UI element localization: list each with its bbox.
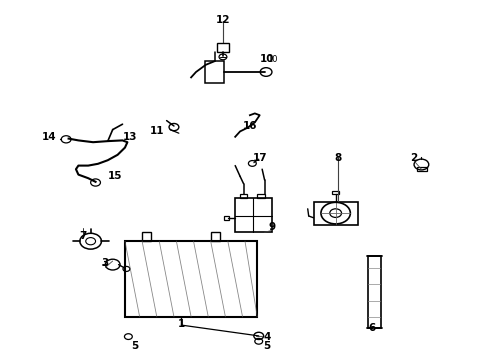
Text: 15: 15 — [108, 171, 122, 181]
Text: 6: 6 — [369, 323, 376, 333]
Bar — [125, 241, 257, 317]
Bar — [224, 216, 229, 220]
Text: 10: 10 — [260, 54, 274, 64]
Bar — [314, 202, 358, 225]
Text: 7: 7 — [79, 231, 87, 241]
Text: 10: 10 — [267, 55, 277, 64]
Bar — [332, 191, 339, 194]
Text: 14: 14 — [42, 132, 56, 142]
Text: 1: 1 — [178, 319, 185, 329]
Bar — [240, 194, 247, 198]
Text: 12: 12 — [216, 15, 230, 25]
Text: 13: 13 — [122, 132, 137, 142]
Text: 4: 4 — [263, 332, 271, 342]
Text: 5: 5 — [264, 341, 270, 351]
Bar — [205, 61, 224, 83]
Bar — [211, 232, 220, 241]
Bar — [142, 232, 151, 241]
Text: 16: 16 — [243, 121, 257, 131]
Text: 2: 2 — [411, 153, 417, 163]
Text: 9: 9 — [269, 222, 275, 232]
Text: 8: 8 — [335, 153, 342, 163]
Bar — [257, 194, 265, 198]
Text: 3: 3 — [102, 258, 109, 268]
Bar — [368, 256, 381, 328]
Bar — [416, 167, 427, 171]
Text: 17: 17 — [252, 153, 267, 163]
Bar — [217, 43, 229, 52]
Bar — [235, 198, 272, 232]
Text: 5: 5 — [131, 341, 138, 351]
Text: 11: 11 — [149, 126, 164, 136]
